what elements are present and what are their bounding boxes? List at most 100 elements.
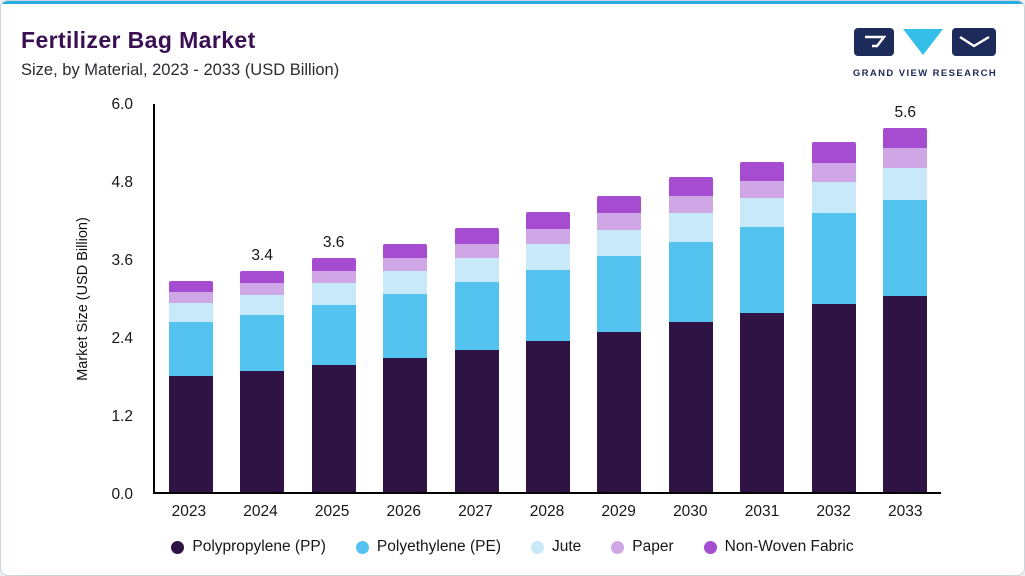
- bar-column: 3.4: [226, 104, 297, 492]
- bar-segment: [383, 293, 428, 358]
- bar-segment: [668, 213, 713, 242]
- stacked-bar-2032: [811, 142, 856, 492]
- bar-segment: [311, 258, 356, 272]
- page-subtitle: Size, by Material, 2023 - 2033 (USD Bill…: [21, 61, 340, 79]
- legend-swatch-icon: [171, 540, 185, 554]
- bar-column: [512, 104, 583, 492]
- stacked-bar-2028: [525, 212, 570, 492]
- x-tick-label: 2027: [458, 503, 493, 520]
- x-tick-label: 2023: [171, 503, 207, 520]
- bar-segment: [454, 243, 499, 259]
- stacked-bar-2027: [454, 228, 499, 492]
- bar-segment: [168, 280, 213, 292]
- bar-column: [798, 104, 869, 492]
- bar-segment: [168, 376, 213, 492]
- bar-segment: [311, 271, 356, 284]
- bar-segment: [454, 282, 499, 350]
- bar-value-label: 3.6: [322, 234, 345, 252]
- bar-segment: [311, 283, 356, 305]
- bar-segment: [883, 128, 928, 148]
- bar-segment: [668, 196, 713, 214]
- bar-segment: [883, 147, 928, 168]
- legend-label: Polyethylene (PE): [376, 538, 501, 555]
- bar-segment: [811, 163, 856, 182]
- stacked-bar-2031: [740, 161, 785, 492]
- bar-segment: [311, 364, 356, 492]
- legend-swatch-icon: [355, 540, 369, 554]
- x-tick-label: 2024: [243, 503, 278, 520]
- bar-segment: [668, 177, 713, 197]
- legend-item: Polyethylene (PE): [355, 538, 501, 556]
- bar-segment: [240, 282, 285, 295]
- gvr-logo-mark: [854, 28, 996, 56]
- legend-swatch-icon: [703, 540, 717, 554]
- bar-segment: [383, 357, 428, 492]
- y-axis-title: Market Size (USD Billion): [75, 217, 91, 381]
- bar-segment: [525, 212, 570, 230]
- stacked-bar-2029: [597, 195, 642, 492]
- bar-segment: [525, 341, 570, 492]
- bar-segment: [454, 258, 499, 283]
- bar-segment: [525, 229, 570, 245]
- bar-segment: [740, 227, 785, 314]
- bar-column: 3.6: [298, 104, 369, 492]
- page-title: Fertilizer Bag Market: [21, 27, 256, 53]
- bar-column: [727, 104, 798, 492]
- bar-segment: [597, 195, 642, 214]
- bar-segment: [525, 269, 570, 342]
- x-tick-label: 2031: [744, 503, 780, 520]
- plot-area: 3.4 3.6 5.6: [153, 104, 941, 494]
- bar-segment: [597, 213, 642, 230]
- x-axis-labels: 2023 2024 2025 2026 2027 2028 2029 2030 2031 2032…: [153, 503, 941, 521]
- bar-segment: [668, 241, 713, 323]
- bar-segment: [525, 244, 570, 270]
- bar-segment: [811, 212, 856, 304]
- bar-segment: [668, 322, 713, 492]
- stacked-bar-2033: [883, 128, 928, 492]
- stacked-bar-2025: [311, 258, 356, 492]
- bars-row: 3.4 3.6 5.6: [155, 104, 941, 492]
- bar-segment: [740, 161, 785, 181]
- bar-segment: [383, 271, 428, 294]
- bar-value-label: 5.6: [894, 104, 917, 122]
- bar-segment: [811, 182, 856, 213]
- top-accent-line: [1, 1, 1024, 4]
- bar-segment: [168, 302, 213, 323]
- bar-segment: [883, 200, 928, 296]
- bar-segment: [883, 295, 928, 492]
- bar-segment: [454, 349, 499, 492]
- bar-segment: [597, 332, 642, 492]
- bar-segment: [240, 271, 285, 283]
- x-tick-label: 2028: [529, 503, 565, 520]
- x-tick-label: 2030: [673, 503, 708, 520]
- legend-swatch-icon: [530, 540, 544, 554]
- chart-header: Fertilizer Bag Market Size, by Material,…: [21, 27, 339, 80]
- y-tick-label: 6.0: [111, 96, 133, 113]
- bar-segment: [383, 243, 428, 259]
- bar-segment: [168, 322, 213, 377]
- bar-value-label: 3.4: [251, 247, 273, 265]
- legend-label: Non-Woven Fabric: [724, 538, 854, 555]
- bar-segment: [383, 258, 428, 272]
- stacked-bar-2026: [383, 243, 428, 492]
- legend-label: Paper: [632, 538, 674, 555]
- y-tick-label: 1.2: [111, 408, 133, 425]
- y-tick-label: 3.6: [111, 252, 133, 269]
- bar-segment: [811, 303, 856, 492]
- x-tick-label: 2033: [887, 503, 923, 520]
- bar-column: [369, 104, 440, 492]
- bar-segment: [240, 294, 285, 315]
- legend-item: Paper: [611, 538, 674, 556]
- legend-label: Polypropylene (PP): [192, 538, 326, 555]
- y-tick-label: 0.0: [111, 486, 133, 503]
- bar-segment: [740, 313, 785, 492]
- chart-legend: Polypropylene (PP) Polyethylene (PE) Jute P…: [1, 538, 1024, 556]
- legend-item: Jute: [530, 538, 582, 556]
- legend-swatch-icon: [611, 540, 625, 554]
- bar-column: [584, 104, 655, 492]
- legend-label: Jute: [551, 538, 582, 555]
- y-tick-label: 4.8: [111, 174, 133, 191]
- y-tick-label: 2.4: [111, 330, 133, 347]
- gvr-logo: GRAND VIEW RESEARCH: [850, 27, 1000, 79]
